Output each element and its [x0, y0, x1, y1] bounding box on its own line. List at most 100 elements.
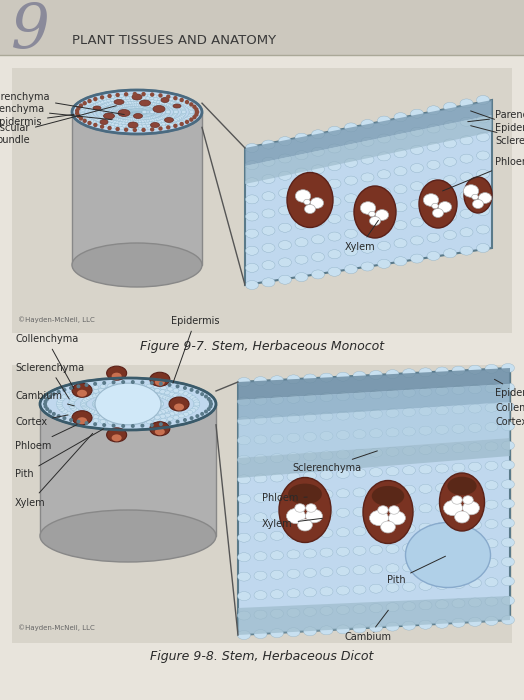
Ellipse shape — [501, 519, 515, 528]
Ellipse shape — [435, 367, 449, 376]
Ellipse shape — [126, 400, 132, 404]
Ellipse shape — [148, 395, 154, 400]
Ellipse shape — [65, 412, 71, 415]
Ellipse shape — [176, 409, 182, 413]
Ellipse shape — [164, 122, 169, 125]
Ellipse shape — [79, 393, 85, 397]
Ellipse shape — [156, 405, 162, 409]
Ellipse shape — [134, 402, 139, 406]
Ellipse shape — [142, 111, 147, 113]
Ellipse shape — [141, 109, 146, 112]
Ellipse shape — [148, 127, 152, 130]
Ellipse shape — [435, 406, 449, 415]
Ellipse shape — [468, 384, 482, 393]
Ellipse shape — [303, 491, 316, 500]
Ellipse shape — [172, 113, 177, 117]
Ellipse shape — [102, 104, 107, 107]
Ellipse shape — [386, 467, 399, 476]
Ellipse shape — [88, 414, 94, 418]
Ellipse shape — [93, 106, 101, 110]
Ellipse shape — [278, 275, 291, 284]
Ellipse shape — [137, 101, 141, 104]
Ellipse shape — [177, 104, 182, 107]
Circle shape — [112, 380, 116, 384]
Ellipse shape — [189, 112, 194, 115]
Ellipse shape — [328, 267, 341, 276]
Ellipse shape — [237, 514, 250, 523]
Ellipse shape — [142, 405, 148, 409]
Ellipse shape — [270, 454, 283, 463]
Ellipse shape — [460, 154, 473, 163]
Ellipse shape — [149, 112, 154, 115]
Ellipse shape — [402, 389, 416, 397]
Ellipse shape — [129, 112, 135, 116]
Ellipse shape — [166, 111, 170, 114]
Ellipse shape — [452, 599, 465, 608]
Ellipse shape — [86, 386, 92, 391]
Ellipse shape — [131, 421, 137, 425]
Ellipse shape — [137, 113, 143, 116]
Ellipse shape — [117, 402, 123, 405]
Ellipse shape — [485, 519, 498, 528]
Bar — [12, 365, 512, 643]
Ellipse shape — [110, 394, 116, 398]
Ellipse shape — [108, 399, 114, 402]
Ellipse shape — [389, 505, 399, 514]
Ellipse shape — [377, 134, 390, 143]
Ellipse shape — [328, 232, 341, 241]
Ellipse shape — [303, 393, 316, 402]
Ellipse shape — [237, 475, 250, 484]
Ellipse shape — [270, 629, 283, 638]
Ellipse shape — [165, 113, 169, 116]
Ellipse shape — [468, 501, 482, 510]
Ellipse shape — [113, 398, 119, 401]
Ellipse shape — [160, 414, 166, 419]
Ellipse shape — [172, 122, 178, 125]
Ellipse shape — [295, 256, 308, 264]
Ellipse shape — [311, 235, 324, 244]
Ellipse shape — [106, 122, 112, 125]
Circle shape — [112, 424, 116, 428]
Ellipse shape — [303, 471, 316, 480]
Ellipse shape — [380, 521, 395, 533]
Ellipse shape — [130, 386, 136, 391]
Circle shape — [195, 390, 199, 394]
Ellipse shape — [124, 104, 129, 107]
Ellipse shape — [295, 168, 308, 177]
Ellipse shape — [157, 109, 162, 112]
Circle shape — [45, 407, 49, 411]
Ellipse shape — [160, 390, 166, 393]
Ellipse shape — [80, 113, 85, 116]
Ellipse shape — [132, 397, 137, 400]
Ellipse shape — [104, 118, 109, 121]
Ellipse shape — [369, 526, 383, 535]
Ellipse shape — [361, 209, 374, 218]
Ellipse shape — [287, 589, 300, 598]
Ellipse shape — [155, 107, 159, 110]
Ellipse shape — [344, 211, 357, 220]
Ellipse shape — [114, 120, 119, 124]
Ellipse shape — [77, 417, 87, 424]
Circle shape — [121, 380, 125, 384]
Ellipse shape — [410, 127, 423, 136]
Ellipse shape — [120, 99, 125, 102]
Ellipse shape — [287, 511, 300, 520]
Ellipse shape — [452, 482, 465, 491]
Ellipse shape — [123, 400, 129, 404]
Ellipse shape — [100, 384, 106, 388]
Ellipse shape — [460, 209, 473, 218]
Ellipse shape — [110, 98, 115, 102]
Ellipse shape — [57, 405, 63, 409]
Ellipse shape — [353, 468, 366, 477]
Ellipse shape — [435, 386, 449, 395]
Ellipse shape — [139, 112, 144, 116]
Ellipse shape — [83, 116, 88, 118]
Ellipse shape — [86, 396, 92, 400]
Ellipse shape — [468, 540, 482, 549]
Ellipse shape — [106, 97, 111, 99]
Ellipse shape — [320, 509, 333, 518]
Ellipse shape — [106, 125, 111, 127]
Circle shape — [176, 419, 180, 424]
Ellipse shape — [152, 118, 157, 121]
Ellipse shape — [485, 500, 498, 509]
